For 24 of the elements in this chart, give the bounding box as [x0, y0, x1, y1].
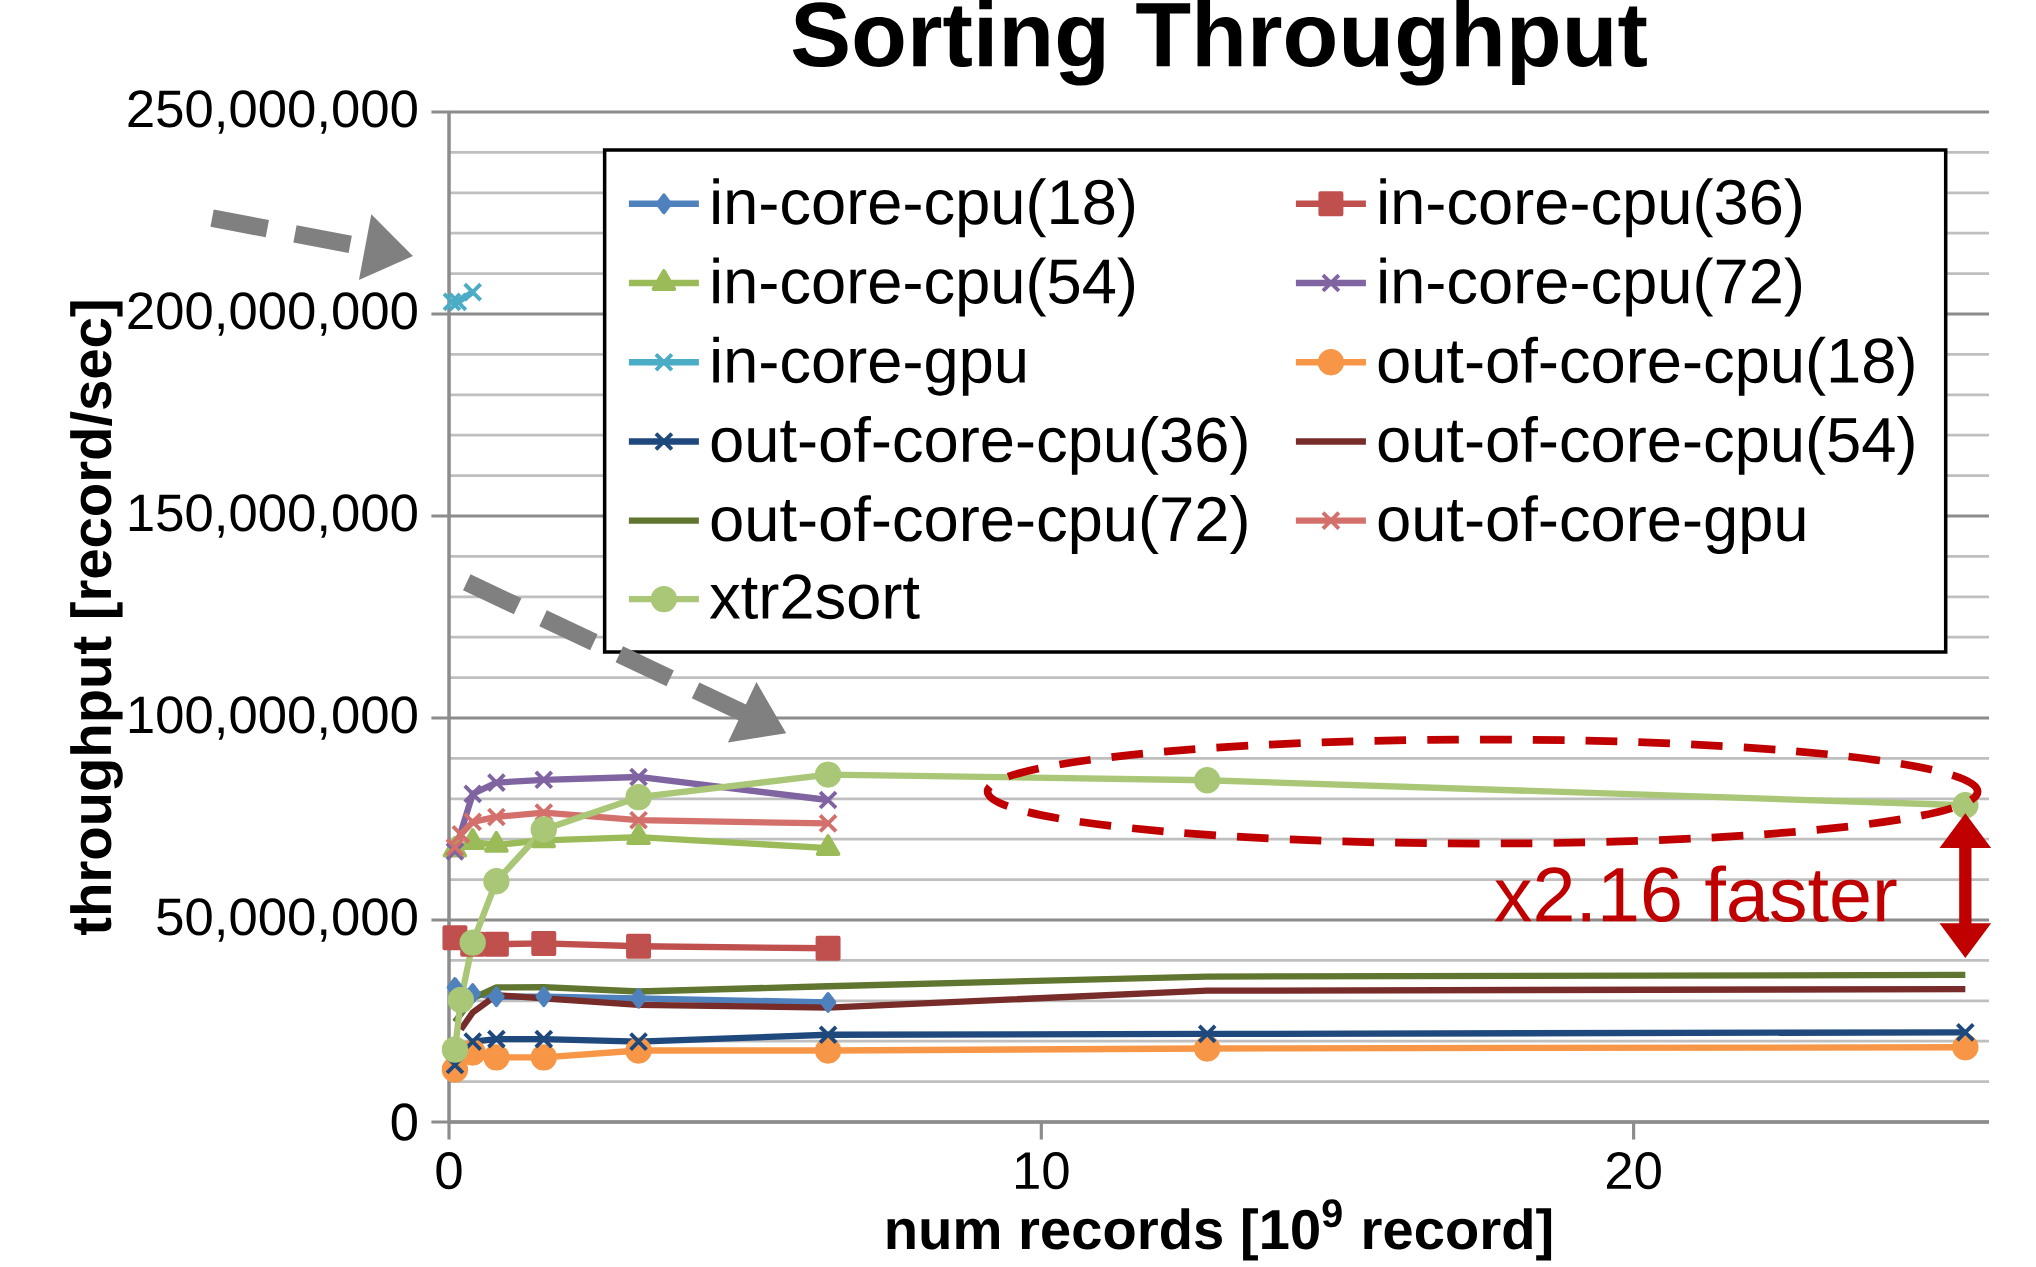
- legend-label: in-core-gpu: [713, 336, 1025, 396]
- legend-label: out-of-core-cpu(36): [711, 415, 1247, 475]
- legend-label: in-core-cpu(18): [713, 178, 1135, 238]
- x-tick-label: 20: [1606, 1151, 1661, 1190]
- y-axis-title: throughput [record/sec]: [70, 301, 123, 935]
- annotation: x2.16 faster: [1494, 865, 1897, 923]
- legend-label: out-of-core-cpu(18): [1378, 336, 1914, 396]
- y-tick-label: 150,000,000: [129, 494, 417, 538]
- legend-label: out-of-core-cpu(72): [711, 495, 1247, 555]
- y-tick-label: 0: [391, 1103, 417, 1141]
- legend-label: out-of-core-gpu: [1378, 495, 1805, 555]
- legend-label: out-of-core-cpu(54): [1378, 415, 1914, 475]
- legend-label: xtr2sort: [709, 574, 920, 620]
- y-tick-label: 100,000,000: [129, 696, 417, 740]
- y-tick-label: 250,000,000: [128, 90, 417, 134]
- x-tick-label: 10: [1016, 1151, 1069, 1190]
- y-tick-label: 200,000,000: [128, 292, 417, 336]
- legend-label: in-core-cpu(54): [713, 257, 1135, 317]
- chart-title: Sorting Throughput: [792, 0, 1647, 86]
- legend-label: in-core-cpu(72): [1380, 257, 1802, 317]
- x-axis-title: num records [10$^{9}$ record]: [887, 1199, 1552, 1261]
- x-tick-label: 0: [436, 1151, 462, 1190]
- legend-label: in-core-cpu(36): [1380, 178, 1802, 238]
- y-tick-label: 50,000,000: [157, 898, 417, 942]
